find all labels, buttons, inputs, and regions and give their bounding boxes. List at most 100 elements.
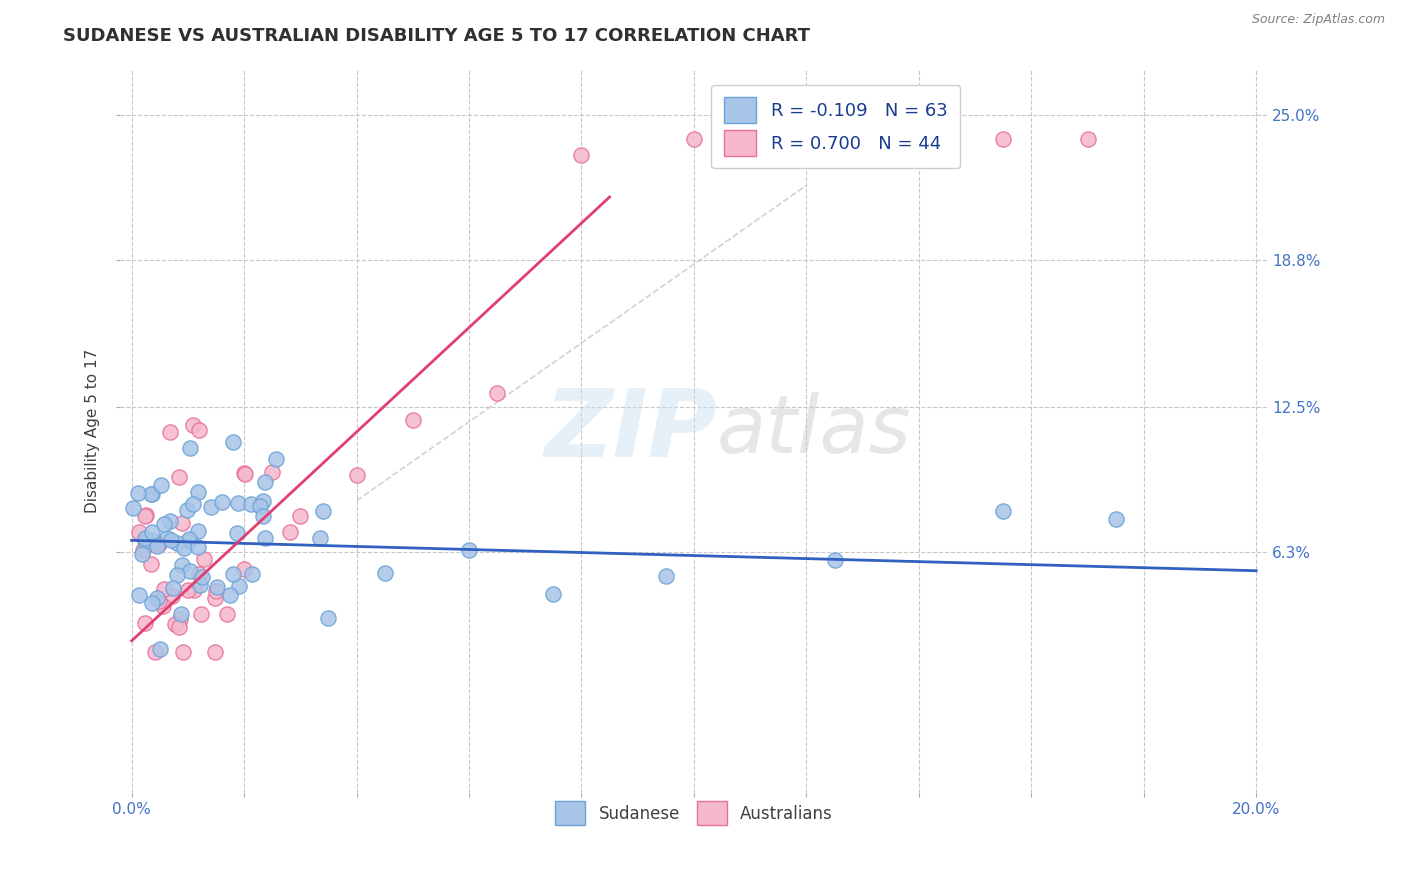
Point (146, 591, 169, 605)
Point (142, 534, 165, 549)
Point (290, 509, 312, 524)
Text: Source: ZipAtlas.com: Source: ZipAtlas.com (1251, 13, 1385, 27)
Point (134, 531, 156, 545)
Point (571, 147, 593, 161)
Point (150, 478, 173, 492)
Point (190, 607, 212, 622)
Point (169, 620, 191, 634)
Point (486, 386, 509, 401)
Point (172, 558, 194, 573)
Point (205, 583, 228, 598)
Point (181, 417, 204, 432)
Point (193, 552, 215, 566)
Legend: Sudanese, Australians: Sudanese, Australians (546, 791, 842, 835)
Point (149, 641, 172, 656)
Point (824, 552, 846, 566)
Point (226, 525, 249, 540)
Point (205, 580, 228, 594)
Point (187, 484, 209, 499)
Point (156, 531, 179, 545)
Point (128, 588, 150, 602)
Point (309, 531, 332, 545)
Point (135, 508, 157, 523)
Point (252, 509, 274, 524)
Point (218, 588, 240, 602)
Point (254, 531, 277, 545)
Point (226, 496, 249, 510)
Text: SUDANESE VS AUSTRALIAN DISABILITY AGE 5 TO 17 CORRELATION CHART: SUDANESE VS AUSTRALIAN DISABILITY AGE 5 … (63, 27, 810, 45)
Point (264, 451, 287, 466)
Point (141, 596, 163, 610)
Point (165, 617, 187, 632)
Point (172, 516, 194, 531)
Point (187, 524, 209, 538)
Point (249, 500, 271, 514)
Point (543, 587, 565, 601)
Point (152, 599, 174, 613)
Point (1076, 131, 1098, 145)
Point (173, 541, 195, 555)
Point (222, 566, 245, 581)
Point (183, 582, 205, 597)
Point (132, 543, 155, 558)
Point (148, 594, 170, 608)
Point (204, 591, 226, 606)
Point (141, 487, 163, 501)
Point (200, 500, 222, 514)
Point (262, 465, 284, 479)
Point (188, 423, 211, 437)
Point (160, 589, 183, 603)
Point (278, 524, 301, 539)
Point (134, 616, 156, 631)
Point (153, 582, 176, 596)
Point (222, 434, 245, 449)
Point (993, 131, 1015, 145)
Point (159, 533, 181, 547)
Point (167, 469, 190, 483)
Point (318, 611, 340, 625)
Point (134, 534, 156, 549)
Point (179, 441, 201, 455)
Point (128, 524, 150, 539)
Point (233, 467, 256, 481)
Point (148, 536, 170, 550)
Point (240, 566, 263, 581)
Point (188, 567, 211, 582)
Point (177, 582, 200, 597)
Point (162, 581, 184, 595)
Y-axis label: Disability Age 5 to 17: Disability Age 5 to 17 (86, 349, 100, 513)
Point (190, 570, 212, 584)
Point (181, 497, 204, 511)
Point (166, 568, 188, 582)
Point (159, 514, 181, 528)
Point (187, 540, 209, 554)
Point (153, 517, 176, 532)
Point (233, 466, 256, 480)
Point (131, 548, 153, 562)
Point (170, 607, 193, 621)
Point (402, 413, 425, 427)
Point (121, 501, 143, 516)
Point (139, 557, 162, 571)
Point (179, 564, 201, 578)
Point (346, 467, 368, 482)
Point (254, 475, 277, 489)
Point (252, 494, 274, 508)
Point (312, 504, 335, 518)
Point (228, 579, 250, 593)
Text: ZIP: ZIP (544, 384, 717, 476)
Point (188, 578, 211, 592)
Point (139, 487, 162, 501)
Point (655, 569, 678, 583)
Point (127, 486, 149, 500)
Point (1104, 512, 1126, 526)
Point (169, 613, 191, 627)
Point (852, 131, 875, 145)
Point (179, 533, 201, 548)
Point (233, 562, 256, 576)
Point (374, 566, 396, 580)
Point (176, 503, 198, 517)
Point (239, 497, 262, 511)
Point (683, 131, 706, 145)
Point (204, 646, 226, 660)
